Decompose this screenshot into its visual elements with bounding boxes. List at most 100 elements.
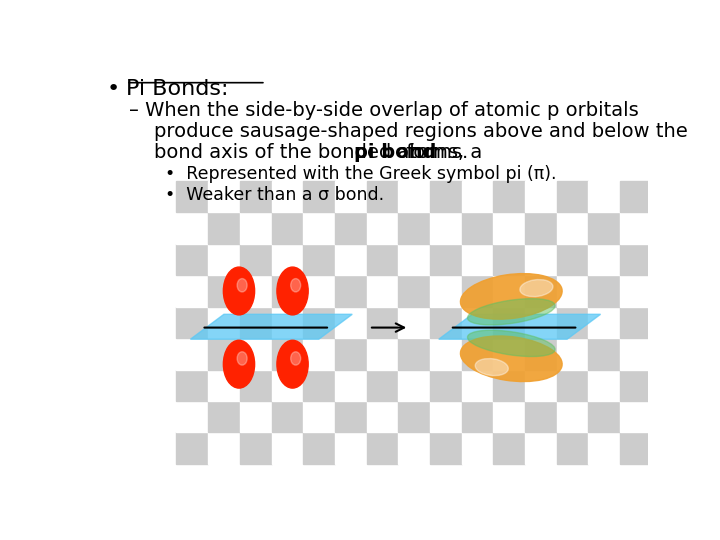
Text: produce sausage-shaped regions above and below the: produce sausage-shaped regions above and… [154, 122, 688, 141]
Bar [366, 212, 398, 244]
Bar [557, 307, 588, 338]
Ellipse shape [460, 336, 562, 382]
Bar [208, 369, 240, 401]
Bar [176, 180, 208, 212]
Bar [620, 275, 652, 307]
Bar [208, 180, 240, 212]
Bar [525, 369, 557, 401]
Bar [620, 212, 652, 244]
Bar [620, 369, 652, 401]
Bar [303, 180, 335, 212]
Bar [430, 369, 462, 401]
Bar [398, 369, 430, 401]
Bar [430, 180, 462, 212]
Bar [557, 338, 588, 369]
Bar [240, 307, 271, 338]
Bar [525, 307, 557, 338]
Bar [335, 275, 366, 307]
Bar [620, 180, 652, 212]
Bar [176, 433, 208, 464]
Ellipse shape [277, 340, 308, 388]
Bar [462, 401, 493, 433]
Bar [240, 433, 271, 464]
Bar [493, 307, 525, 338]
Polygon shape [190, 314, 352, 339]
Bar [620, 338, 652, 369]
Bar [430, 401, 462, 433]
Bar [366, 401, 398, 433]
Bar [398, 212, 430, 244]
Bar [176, 212, 208, 244]
Bar [557, 433, 588, 464]
Bar [525, 180, 557, 212]
Bar [493, 369, 525, 401]
Bar [398, 180, 430, 212]
Ellipse shape [475, 359, 508, 376]
Text: Pi Bonds:: Pi Bonds: [126, 79, 229, 99]
Bar [588, 401, 620, 433]
Bar [525, 244, 557, 275]
Text: •  Represented with the Greek symbol pi (π).: • Represented with the Greek symbol pi (… [166, 165, 557, 184]
Text: •  Weaker than a σ bond.: • Weaker than a σ bond. [166, 186, 384, 204]
Bar [493, 180, 525, 212]
Bar [271, 307, 303, 338]
Bar [271, 212, 303, 244]
Bar [271, 401, 303, 433]
Bar [176, 214, 620, 464]
Bar [240, 369, 271, 401]
Text: forms.: forms. [400, 143, 468, 162]
Bar [366, 180, 398, 212]
Ellipse shape [277, 267, 308, 315]
Bar [303, 401, 335, 433]
Bar [271, 369, 303, 401]
Ellipse shape [467, 299, 555, 325]
Bar [240, 401, 271, 433]
Bar [588, 275, 620, 307]
Bar [430, 433, 462, 464]
Ellipse shape [223, 267, 255, 315]
Bar [462, 433, 493, 464]
Bar [240, 180, 271, 212]
Bar [493, 212, 525, 244]
Bar [335, 212, 366, 244]
Bar [208, 212, 240, 244]
Bar [208, 275, 240, 307]
Bar [620, 244, 652, 275]
Bar [493, 401, 525, 433]
Bar [588, 369, 620, 401]
Bar [525, 338, 557, 369]
Bar [335, 401, 366, 433]
Bar [462, 338, 493, 369]
Bar [303, 212, 335, 244]
Bar [240, 212, 271, 244]
Bar [525, 275, 557, 307]
Bar [557, 401, 588, 433]
Bar [588, 338, 620, 369]
Polygon shape [438, 314, 600, 339]
Bar [240, 275, 271, 307]
Bar [462, 212, 493, 244]
Bar [366, 338, 398, 369]
Ellipse shape [291, 279, 301, 292]
Bar [335, 180, 366, 212]
Bar [335, 433, 366, 464]
Bar [176, 401, 208, 433]
Bar [303, 433, 335, 464]
Bar [208, 433, 240, 464]
Bar [240, 244, 271, 275]
Ellipse shape [467, 330, 555, 356]
Bar [493, 433, 525, 464]
Bar [335, 244, 366, 275]
Bar [366, 307, 398, 338]
Bar [493, 244, 525, 275]
Bar [335, 307, 366, 338]
Bar [208, 307, 240, 338]
Bar [176, 369, 208, 401]
Ellipse shape [223, 340, 255, 388]
Bar [366, 433, 398, 464]
Bar [176, 307, 208, 338]
Bar [462, 307, 493, 338]
Bar [557, 275, 588, 307]
Bar [303, 275, 335, 307]
Bar [398, 244, 430, 275]
